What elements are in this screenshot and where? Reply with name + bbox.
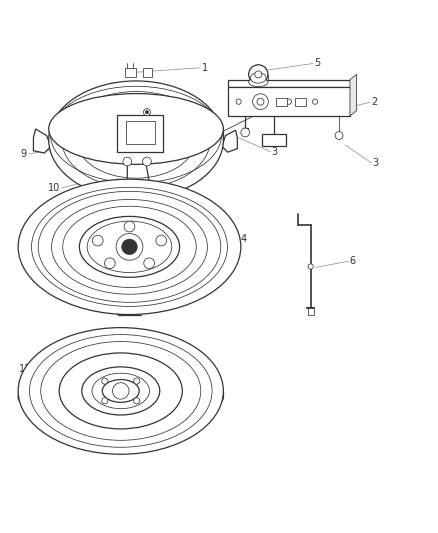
Circle shape: [308, 264, 313, 269]
Ellipse shape: [79, 216, 180, 277]
Circle shape: [236, 99, 241, 104]
Ellipse shape: [82, 367, 160, 415]
Text: 11: 11: [19, 364, 31, 374]
Circle shape: [312, 99, 318, 104]
Bar: [117, 115, 163, 152]
Circle shape: [116, 233, 143, 260]
Circle shape: [335, 132, 343, 140]
Text: 3: 3: [372, 158, 378, 167]
Circle shape: [124, 221, 135, 232]
Ellipse shape: [59, 353, 182, 429]
Polygon shape: [350, 75, 357, 116]
Polygon shape: [228, 79, 350, 87]
Text: 3: 3: [272, 147, 278, 157]
Ellipse shape: [18, 375, 223, 419]
Circle shape: [105, 258, 115, 269]
Circle shape: [102, 378, 108, 384]
Circle shape: [144, 109, 150, 116]
Ellipse shape: [18, 179, 241, 314]
Polygon shape: [222, 130, 237, 152]
Circle shape: [122, 239, 137, 255]
Bar: [143, 68, 152, 77]
Circle shape: [123, 157, 132, 166]
Circle shape: [249, 65, 268, 84]
Circle shape: [134, 378, 140, 384]
Polygon shape: [33, 129, 51, 153]
Bar: [126, 121, 155, 144]
Text: 10: 10: [48, 183, 60, 193]
Text: 9: 9: [21, 149, 27, 159]
Bar: [125, 68, 136, 77]
Text: 6: 6: [349, 256, 355, 266]
Text: 5: 5: [314, 59, 321, 68]
Circle shape: [134, 398, 140, 404]
Ellipse shape: [251, 72, 266, 83]
Circle shape: [145, 110, 149, 114]
Circle shape: [255, 71, 262, 78]
Ellipse shape: [49, 94, 223, 164]
Bar: [276, 98, 287, 106]
Circle shape: [102, 398, 108, 404]
Bar: [261, 134, 286, 147]
Ellipse shape: [18, 328, 223, 454]
Circle shape: [92, 235, 103, 246]
Circle shape: [257, 98, 264, 105]
Circle shape: [143, 157, 151, 166]
Bar: [228, 87, 350, 116]
Ellipse shape: [249, 78, 268, 87]
Circle shape: [156, 235, 166, 246]
Text: 7: 7: [90, 121, 96, 131]
Text: 1: 1: [202, 63, 208, 73]
Text: 4: 4: [241, 234, 247, 244]
Ellipse shape: [113, 179, 122, 314]
Polygon shape: [127, 156, 153, 214]
Circle shape: [286, 99, 291, 104]
Circle shape: [253, 94, 268, 110]
Ellipse shape: [49, 81, 223, 199]
Circle shape: [113, 383, 129, 399]
Bar: [295, 98, 306, 106]
Circle shape: [144, 258, 155, 269]
Circle shape: [241, 128, 250, 137]
Bar: [307, 308, 314, 314]
Text: 2: 2: [371, 98, 377, 107]
Ellipse shape: [102, 379, 139, 402]
